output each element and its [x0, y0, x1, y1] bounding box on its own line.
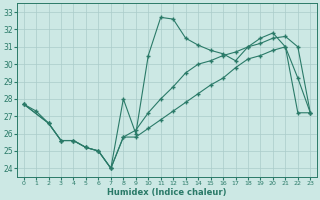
X-axis label: Humidex (Indice chaleur): Humidex (Indice chaleur): [107, 188, 227, 197]
